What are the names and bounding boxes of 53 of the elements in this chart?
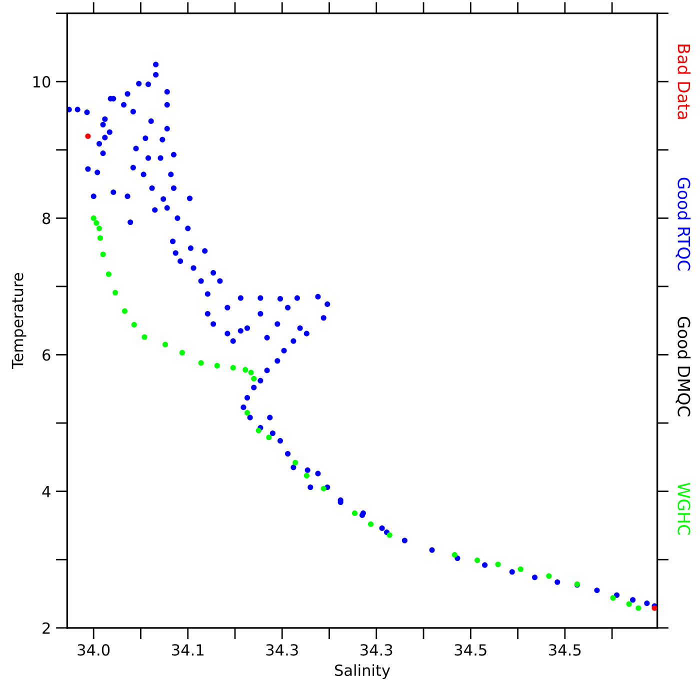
point xyxy=(320,486,326,492)
point xyxy=(386,532,392,538)
text: Bad Data xyxy=(678,44,691,119)
point xyxy=(97,235,103,241)
point xyxy=(452,552,458,558)
x-tick-label: 34.5 xyxy=(549,644,581,656)
point xyxy=(256,428,262,434)
point xyxy=(242,366,248,373)
point xyxy=(352,510,358,516)
point xyxy=(248,370,254,376)
point xyxy=(142,334,148,340)
x-tick-label: 34.5 xyxy=(454,644,486,656)
point xyxy=(90,215,96,221)
y-tick-label: 8 xyxy=(42,212,50,224)
point xyxy=(518,566,524,572)
point xyxy=(85,133,91,139)
y-tick-label: 6 xyxy=(42,349,50,361)
x-tick-label: 34.1 xyxy=(172,644,204,656)
point xyxy=(214,362,220,368)
point xyxy=(546,573,552,579)
point xyxy=(100,252,106,258)
point xyxy=(292,460,298,466)
point xyxy=(179,350,185,356)
point xyxy=(474,558,480,564)
text: Good RTQC xyxy=(676,178,691,270)
point xyxy=(94,220,100,226)
x-tick-label: 34.3 xyxy=(360,644,392,656)
y-tick-label: 2 xyxy=(42,622,50,634)
point xyxy=(251,376,257,382)
point xyxy=(112,290,118,296)
point xyxy=(368,521,374,527)
x-tick-label: 34.3 xyxy=(266,644,298,656)
y-tick-label: 4 xyxy=(42,486,50,498)
point xyxy=(106,271,112,277)
point xyxy=(266,434,272,440)
legend-label: Good DMQC xyxy=(676,316,691,416)
point xyxy=(96,226,102,232)
point xyxy=(198,360,204,366)
point xyxy=(122,308,128,314)
y-axis-title: Temperature xyxy=(12,273,26,370)
point xyxy=(230,364,236,370)
point xyxy=(162,342,168,348)
point xyxy=(636,605,642,611)
point xyxy=(626,601,632,607)
point xyxy=(131,322,137,328)
y-tick-label: 10 xyxy=(33,76,50,88)
point xyxy=(244,410,250,416)
point xyxy=(304,472,310,478)
x-axis-title: Salinity xyxy=(335,664,390,679)
x-tick-label: 34.0 xyxy=(78,644,110,656)
point xyxy=(610,595,616,601)
text: WGHC xyxy=(678,482,690,535)
point xyxy=(495,562,501,568)
